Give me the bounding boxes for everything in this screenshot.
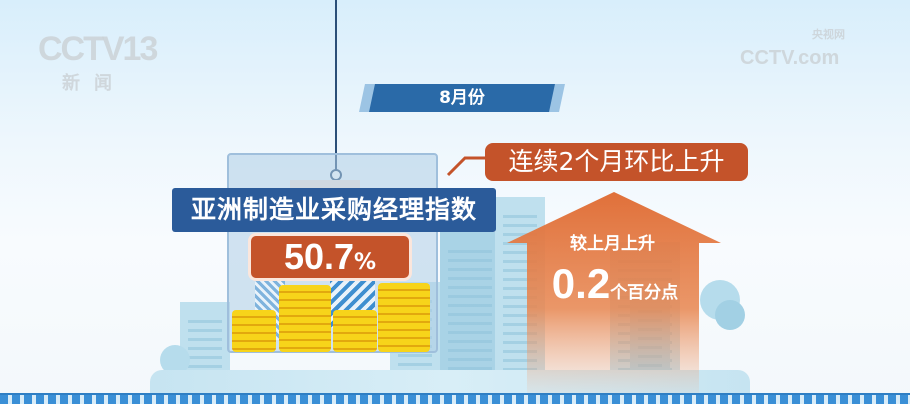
period-label: 8月份 (439, 88, 485, 108)
index-title-bar: 亚洲制造业采购经理指数 (172, 188, 496, 232)
cctv-com-subtitle: 央视网 (812, 29, 845, 41)
change-label: 较上月上升 (570, 234, 655, 254)
callout-leader-line (446, 156, 488, 177)
change-value: 0.2 (551, 260, 611, 307)
index-value: 50.7 (283, 236, 355, 277)
index-unit: % (354, 250, 377, 275)
tree (715, 300, 745, 330)
coin-stack (378, 283, 430, 352)
cctv13-subtitle: 新闻 (62, 73, 126, 93)
trend-callout: 连续2个月环比上升 (485, 143, 748, 181)
change-value-row: 0.2个百分点 (530, 260, 700, 317)
cctv-com-logo: CCTV.com (740, 47, 840, 69)
coin-stack (333, 310, 377, 352)
coin-stack (279, 285, 331, 352)
change-unit: 个百分点 (610, 283, 679, 303)
building (440, 232, 500, 392)
index-value-box: 50.7% (248, 233, 412, 281)
coin-stack (232, 310, 276, 352)
cctv13-logo: CCTV13 (38, 30, 158, 68)
bottom-stripe (0, 393, 910, 404)
up-arrow-icon (507, 192, 721, 404)
hanging-line (335, 0, 337, 170)
